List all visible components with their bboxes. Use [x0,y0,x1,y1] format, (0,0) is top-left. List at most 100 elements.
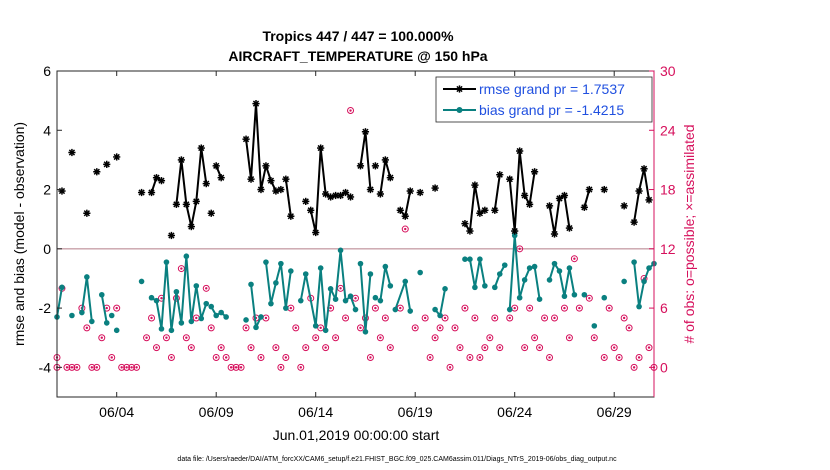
rmse-point [157,177,166,185]
obs-possible-circle [272,344,280,352]
rmse-line [359,130,372,190]
rmse-point [242,135,250,143]
rmse-point-stroke [277,186,285,193]
rmse-point-stroke [491,207,498,214]
rmse-point-stroke [635,187,643,195]
obs-possible-dot [115,306,118,310]
rmse-point [530,168,539,176]
bias-point [347,293,354,300]
obs-possible-marker [312,334,320,342]
obs-possible-circle [466,353,474,361]
rmse-point-stroke [506,176,513,183]
obs-possible-circle [436,324,444,332]
rmse-point-stroke [357,162,364,169]
obs-possible-circle [536,344,544,352]
rmse-point [312,228,320,237]
rmse-point [68,148,76,157]
obs-possible-dot [593,336,596,339]
obs-possible-circle [73,363,81,371]
obs-possible-dot [90,366,94,369]
rmse-point [545,202,554,210]
obs-possible-dot [588,297,591,300]
rmse-point-stroke [208,210,215,217]
rmse-point-stroke [103,161,110,168]
obs-possible-dot [150,316,153,320]
rmse-point [496,171,504,179]
rmse-point [103,160,111,168]
obs-possible-dot [244,326,248,330]
bias-point [496,271,503,277]
bias-point [337,247,344,254]
bias-line [299,249,357,332]
bias-point [278,260,284,267]
rmse-point-stroke [113,153,120,161]
bias-point [163,259,170,265]
obs-possible-dot [264,316,268,320]
obs-possible-marker [451,324,459,332]
obs-possible-circle [232,363,240,371]
x-tick-label: 06/09 [199,404,234,420]
obs-possible-marker [317,324,325,332]
obs-possible-dot [399,306,402,310]
obs-possible-circle [471,314,479,322]
obs-possible-dot [498,346,501,349]
bias-point [317,265,324,271]
obs-possible-marker [277,363,285,371]
obs-possible-dot [274,346,278,349]
bias-point [59,284,65,291]
obs-possible-dot [523,346,526,349]
obs-possible-circle [585,294,593,302]
obs-possible-dot [234,366,238,369]
rmse-point-stroke [58,187,66,195]
obs-possible-circle [187,344,195,352]
legend-box [435,76,653,123]
rmse-point-stroke [476,210,484,217]
rmse-point [307,206,315,214]
bias-point [218,309,224,316]
obs-possible-marker [605,304,613,312]
rmse-point-stroke [203,180,210,187]
bias-point [108,312,115,319]
rmse-point [217,174,225,182]
rmse-point-stroke [526,201,533,208]
obs-possible-circle [371,304,379,312]
obs-possible-marker [610,344,618,352]
obs-possible-marker [431,334,439,342]
rmse-point-stroke [312,229,319,236]
obs-possible-marker [381,314,389,322]
bias-point [208,303,215,310]
obs-possible-circle [625,324,633,332]
obs-possible-marker [73,363,81,371]
rmse-point [322,190,330,198]
obs-possible-dot [85,326,89,330]
obs-possible-marker [177,265,185,273]
bias-point [158,326,165,332]
bias-line [151,255,208,332]
bias-point [536,296,543,303]
bias-point [193,283,200,289]
rmse-point [600,185,608,194]
rmse-point [58,187,66,195]
obs-possible-dot [538,346,541,349]
obs-possible-marker [118,363,126,371]
rmse-point [252,99,260,108]
obs-possible-dot [195,316,198,320]
obs-possible-circle [610,344,618,352]
rmse-point [327,193,335,201]
obs-possible-circle [356,324,364,332]
bias-point [322,327,329,334]
obs-possible-dot [135,366,138,369]
rmse-point [396,206,404,214]
obs-possible-dot [65,366,69,369]
obs-possible-dot [573,257,576,260]
bias-point [646,265,652,271]
rmse-point [580,203,588,211]
obs-possible-circle [148,314,156,322]
bias-line [56,287,63,318]
obs-possible-dot [483,346,487,349]
rmse-point [466,227,474,235]
obs-possible-marker [237,363,245,371]
obs-possible-circle [118,363,126,371]
bias-point [511,232,518,239]
obs-possible-dot [349,109,352,112]
